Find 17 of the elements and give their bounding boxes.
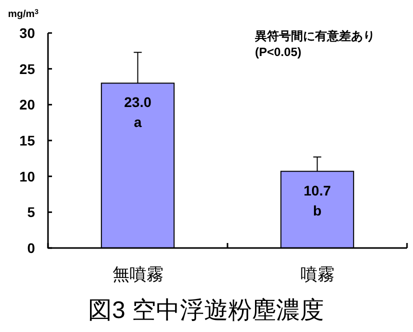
text: 図3 空中浮遊粉塵濃度: [88, 297, 324, 324]
annotation: b: [312, 202, 322, 218]
y-axis-title: mg/m$^{3}$: [8, 8, 39, 20]
annotation: a: [134, 114, 142, 130]
data-label: 10.7: [304, 182, 332, 198]
x-tick-label: 無噴霧: [112, 265, 164, 284]
y-tick-label: 10: [19, 168, 36, 184]
y-tick-label: 5: [27, 204, 36, 220]
annotation: 異符号間に有意差あり: [254, 29, 375, 43]
x-tick-label: 噴霧: [300, 265, 334, 284]
y-tick-label: 20: [19, 96, 36, 113]
data-label: 23.0: [124, 94, 152, 110]
y-tick-label: 25: [19, 60, 36, 77]
annotation: (P<0.05): [255, 45, 302, 59]
y-tick-label: 0: [27, 240, 36, 256]
y-tick-label: 15: [19, 132, 36, 148]
y-tick-label: 30: [19, 25, 36, 41]
